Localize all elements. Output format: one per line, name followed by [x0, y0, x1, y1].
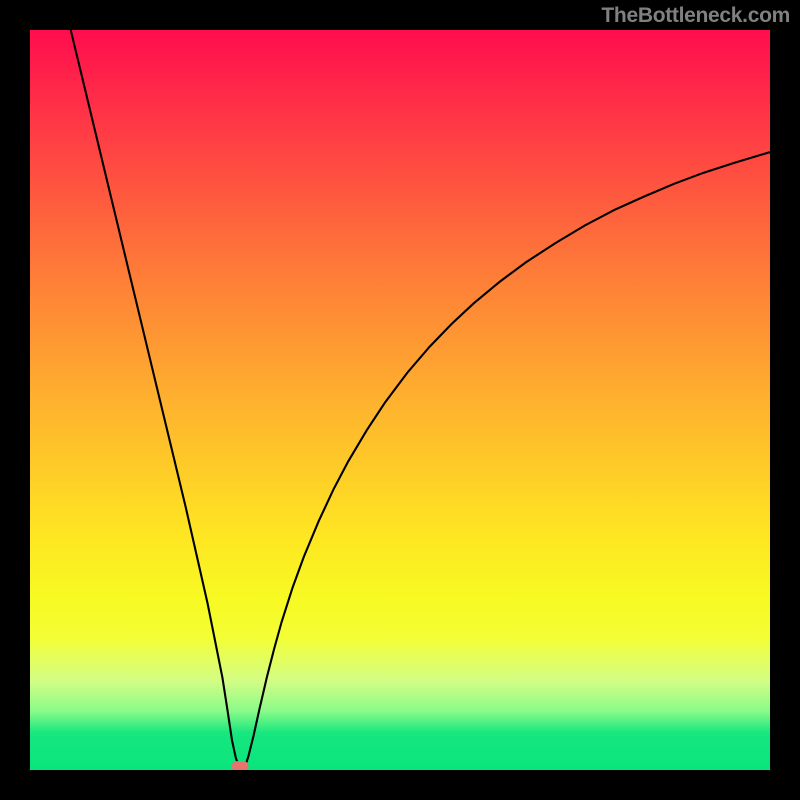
plot-background	[30, 30, 770, 770]
minimum-marker	[232, 761, 248, 770]
plot-frame	[30, 30, 770, 770]
chart-container: TheBottleneck.com	[0, 0, 800, 800]
attribution-text: TheBottleneck.com	[601, 4, 790, 28]
plot-svg	[30, 30, 770, 770]
